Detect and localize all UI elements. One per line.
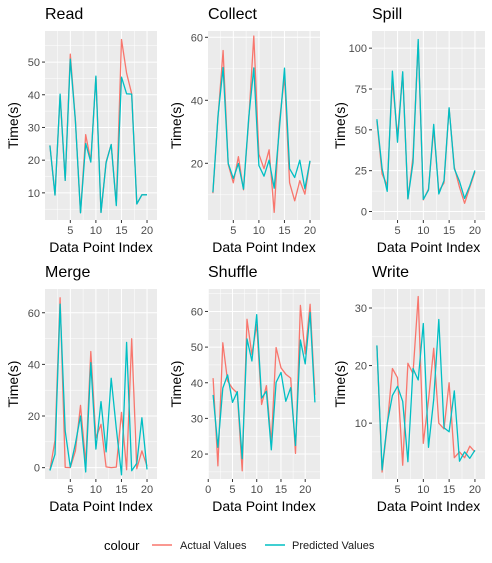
x-tick-label: 10 [417,484,429,496]
panel-title: Write [372,264,409,281]
y-tick-label: 60 [191,32,203,44]
y-axis-title: Time(s) [168,361,184,408]
x-tick-label: 10 [417,225,429,237]
y-tick-label: 20 [191,158,203,170]
x-axis-title: Data Point Index [212,239,316,255]
y-tick-label: 40 [28,90,40,102]
panel-merge: 5 10 15 20 0 20 40 60 Merge Data Point Index Time(… [5,264,157,514]
y-tick-label: 0 [34,463,40,475]
x-tick-label: 5 [67,484,73,496]
legend: colour Actual Values Predicted Values [104,538,375,553]
panel-write: 5 10 15 20 10 20 30 Write Data Point Index Time(s… [332,264,485,514]
y-tick-label: 40 [28,359,40,371]
x-tick-label: 15 [115,484,127,496]
x-tick-label: 5 [394,484,400,496]
y-tick-label: 20 [28,155,40,167]
series-line-predicted-values [49,58,147,214]
panel-shuffle: 0 5 10 15 20 20 30 40 50 60 Shuffle Data Point Inde… [168,264,320,514]
y-tick-label: 50 [191,342,203,354]
x-tick-label: 20 [299,484,311,496]
y-axis-title: Time(s) [5,102,21,149]
plot-background [45,289,157,479]
x-tick-label: 10 [90,484,102,496]
series-line-predicted-values [212,66,311,193]
y-tick-label: 40 [191,378,203,390]
y-tick-label: 20 [355,361,367,373]
y-tick-label: 10 [28,188,40,200]
legend-label-actual: Actual Values [180,540,247,552]
x-tick-label: 15 [275,484,287,496]
y-tick-label: 50 [28,57,40,69]
series-line-predicted-values [376,38,476,201]
x-tick-label: 5 [67,225,73,237]
series-line-predicted-values [49,303,148,476]
x-tick-label: 10 [251,484,263,496]
panel-collect: 5 10 15 20 20 40 60 Collect Data Point Index Time… [168,6,320,255]
x-axis-title: Data Point Index [377,239,481,255]
x-axis-title: Data Point Index [212,498,316,514]
panel-spill: 5 10 15 20 0 25 50 75 100 Spill Data Point Index Ti… [332,6,485,255]
x-axis-title: Data Point Index [49,498,153,514]
panel-title: Collect [208,6,257,23]
y-tick-label: 75 [355,84,367,96]
y-tick-label: 30 [28,122,40,134]
y-tick-label: 50 [355,125,367,137]
y-axis-title: Time(s) [5,361,21,408]
y-axis-title: Time(s) [332,102,348,149]
series-line-predicted-values [376,318,476,471]
x-tick-label: 20 [469,225,481,237]
panel-title: Merge [45,264,90,281]
x-tick-label: 15 [115,225,127,237]
x-tick-label: 0 [205,484,211,496]
plot-background [208,31,320,220]
panel-title: Read [45,6,83,23]
panel-title: Spill [372,6,402,23]
y-tick-label: 0 [361,207,367,219]
y-tick-label: 60 [28,308,40,320]
x-tick-label: 10 [253,225,265,237]
x-tick-label: 15 [443,484,455,496]
y-tick-label: 30 [355,303,367,315]
x-tick-label: 20 [304,225,316,237]
x-tick-label: 20 [469,484,481,496]
x-tick-label: 15 [278,225,290,237]
y-tick-label: 60 [191,306,203,318]
y-tick-label: 10 [355,418,367,430]
y-tick-label: 20 [191,449,203,461]
y-tick-label: 100 [349,43,367,55]
x-tick-label: 20 [141,484,153,496]
y-tick-label: 40 [191,95,203,107]
x-tick-label: 5 [230,225,236,237]
x-tick-label: 20 [141,225,153,237]
series-line-predicted-values [212,311,316,460]
x-axis-title: Data Point Index [377,498,481,514]
y-axis-title: Time(s) [332,361,348,408]
y-axis-title: Time(s) [168,102,184,149]
x-axis-title: Data Point Index [49,239,153,255]
y-tick-label: 30 [191,413,203,425]
x-tick-label: 5 [229,484,235,496]
panel-read: 5 10 15 20 10 20 30 40 50 Read Data Point Index Tim… [5,6,157,255]
legend-title: colour [104,538,140,553]
legend-label-predicted: Predicted Values [292,540,375,552]
y-tick-label: 25 [355,166,367,178]
x-tick-label: 15 [443,225,455,237]
x-tick-label: 10 [90,225,102,237]
panel-title: Shuffle [208,264,258,281]
x-tick-label: 5 [394,225,400,237]
y-tick-label: 20 [28,411,40,423]
